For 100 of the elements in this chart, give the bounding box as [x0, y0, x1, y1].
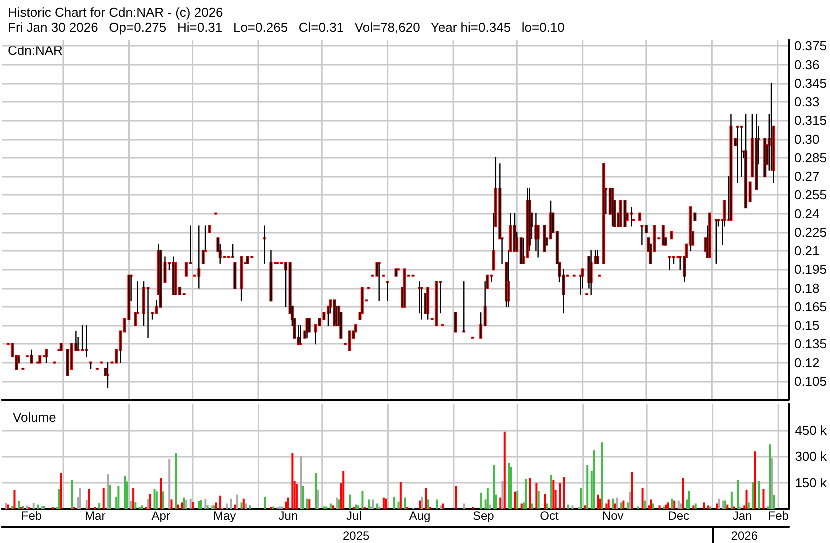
bar: [771, 458, 774, 509]
bar: [109, 485, 112, 509]
bar: [658, 506, 661, 509]
bar: [245, 504, 248, 509]
bar: [516, 490, 519, 509]
y-tick-label: 0.18: [794, 280, 820, 296]
bar: [626, 502, 629, 509]
candlestick: [748, 182, 752, 202]
bar: [724, 500, 727, 509]
bar: [746, 490, 748, 509]
bar: [88, 489, 90, 509]
chart-title: Volume: [13, 410, 56, 425]
bar: [220, 496, 222, 509]
bar: [629, 492, 632, 509]
y-tick-label: 0.255: [794, 188, 828, 203]
bar: [37, 504, 40, 509]
bar: [703, 502, 706, 509]
bar: [572, 506, 574, 509]
bar: [650, 500, 652, 509]
y-tick-label: 0.36: [794, 57, 820, 72]
bar: [160, 478, 162, 509]
x-tick-label: Jan: [732, 509, 752, 523]
candlestick: [70, 343, 74, 370]
bar: [674, 500, 676, 509]
bar: [177, 504, 180, 509]
bar: [404, 498, 406, 509]
bar: [170, 500, 173, 509]
bar: [102, 488, 105, 509]
bar: [642, 488, 644, 509]
candlestick: [620, 200, 622, 228]
bar: [317, 490, 320, 509]
bar: [504, 432, 506, 509]
bar: [332, 506, 334, 509]
bar: [174, 454, 177, 509]
chart-title: Historic Chart for Cdn:NAR - (c) 2026: [8, 5, 224, 20]
bar: [631, 472, 634, 509]
bar: [480, 492, 483, 509]
bar: [425, 488, 428, 509]
bar: [355, 504, 358, 509]
bar: [376, 504, 379, 509]
bar: [489, 504, 492, 509]
bar: [385, 498, 388, 509]
bar: [550, 475, 553, 509]
bar: [748, 502, 750, 509]
bar: [601, 442, 604, 509]
bar: [606, 504, 608, 509]
bar: [580, 488, 582, 509]
bar: [368, 500, 370, 509]
bar: [14, 490, 16, 509]
bar: [597, 494, 600, 509]
y-tick-label: 0.315: [794, 113, 828, 128]
bar: [357, 506, 360, 509]
candlestick: [348, 330, 352, 352]
bar: [688, 490, 690, 509]
candlestick: [11, 343, 14, 358]
bar: [249, 506, 252, 509]
y-tick-label: 0.195: [794, 262, 828, 278]
y-tick-label: 0.375: [794, 38, 828, 54]
bar: [204, 500, 207, 509]
candlestick: [708, 212, 712, 258]
bar: [552, 480, 555, 509]
candlestick: [653, 225, 656, 252]
bar: [98, 503, 101, 509]
bar: [342, 471, 345, 509]
bar: [665, 504, 668, 509]
bar: [419, 500, 421, 509]
candlestick: [66, 349, 70, 376]
y-tick-label: 450 k: [795, 422, 828, 438]
bar: [672, 498, 674, 509]
x-tick-label: Jul: [346, 509, 362, 523]
bar: [531, 504, 534, 509]
bar: [612, 498, 614, 509]
bar: [362, 490, 364, 509]
y-tick-label: 0.165: [794, 299, 828, 314]
bar: [667, 502, 670, 509]
bar: [124, 476, 126, 509]
bar: [538, 490, 540, 509]
x-tick-label: Aug: [409, 509, 431, 523]
bar: [330, 504, 332, 509]
bar: [546, 504, 548, 509]
x-tick-label: Nov: [602, 509, 624, 523]
candlestick: [208, 225, 212, 234]
y-tick-label: 0.21: [794, 244, 820, 259]
bar: [230, 498, 232, 509]
bar: [58, 489, 60, 509]
bar: [300, 456, 302, 509]
y-tick-label: 0.135: [794, 336, 828, 352]
y-tick-label: 0.12: [794, 355, 820, 370]
bar: [584, 506, 587, 509]
bar: [568, 504, 570, 509]
bar: [198, 501, 200, 509]
y-tick-label: 0.27: [794, 169, 820, 184]
bar: [500, 498, 502, 509]
bar: [315, 473, 318, 509]
bar: [240, 502, 243, 509]
bar: [186, 500, 188, 509]
bar: [616, 498, 618, 509]
y-tick-label: 0.105: [794, 374, 828, 389]
bar: [215, 502, 218, 509]
candlestick: [22, 368, 25, 370]
